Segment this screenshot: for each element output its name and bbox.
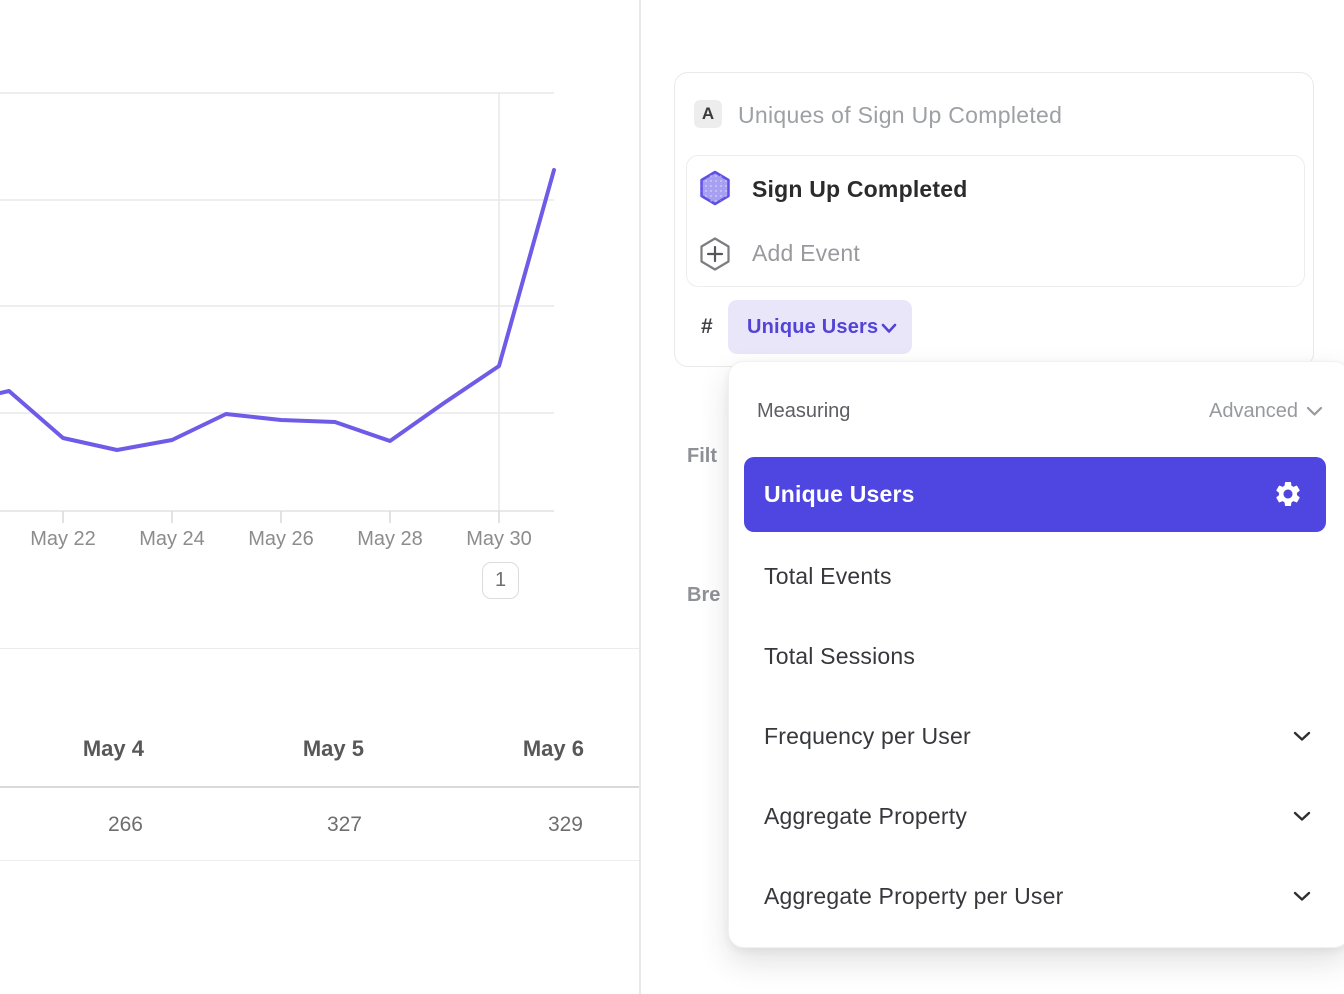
filter-section-label-clipped: Filt (687, 445, 717, 467)
add-event-button[interactable]: Add Event (687, 225, 1303, 283)
event-name: Sign Up Completed (752, 176, 968, 202)
chevron-down-icon (1293, 731, 1311, 741)
table-cell-may4: 266 (107, 813, 143, 836)
metric-selector-label: Unique Users (747, 316, 879, 338)
menu-item-aggregate-property[interactable]: Aggregate Property (764, 803, 968, 829)
chevron-down-icon (881, 323, 897, 333)
panel-divider (639, 0, 641, 994)
table-cell-may6: 329 (547, 813, 583, 836)
query-summary: Uniques of Sign Up Completed (738, 102, 1063, 128)
event-hexagon-icon (700, 170, 730, 206)
breakdown-section-label-clipped: Bre (687, 584, 721, 606)
table-header-may5: May 5 (302, 736, 364, 761)
menu-item-total-sessions[interactable]: Total Sessions (764, 643, 916, 669)
table-cell-may5: 327 (326, 813, 362, 836)
series-line-sign-up-completed (0, 168, 556, 452)
x-axis-label: May 28 (357, 528, 423, 550)
table-header-divider (0, 786, 639, 788)
x-axis-label: May 24 (139, 528, 205, 550)
pagination-badge[interactable]: 1 (482, 562, 519, 599)
table-top-divider (0, 648, 639, 649)
measuring-title: Measuring (757, 400, 851, 422)
menu-item-total-events[interactable]: Total Events (764, 563, 892, 589)
x-axis-label: May 26 (248, 528, 314, 550)
menu-item-frequency-per-user[interactable]: Frequency per User (764, 723, 971, 749)
measuring-mode-selector[interactable]: Advanced (1209, 400, 1298, 422)
gear-icon[interactable] (1273, 479, 1303, 509)
add-event-hexagon-plus-icon (700, 237, 730, 271)
selected-item-label: Unique Users (764, 481, 915, 507)
menu-item-unique-users-selected[interactable]: Unique Users (744, 457, 1326, 532)
metric-selector-button[interactable]: Unique Users (728, 300, 912, 354)
menu-item-aggregate-property-per-user[interactable]: Aggregate Property per User (764, 883, 1064, 909)
chevron-down-icon (1293, 811, 1311, 821)
add-event-label: Add Event (752, 240, 860, 266)
event-card (686, 155, 1305, 287)
event-row-sign-up-completed[interactable]: Sign Up Completed (687, 158, 1303, 220)
table-header-may4: May 4 (82, 736, 144, 761)
chevron-down-icon (1293, 891, 1311, 901)
chevron-down-icon (1306, 406, 1323, 416)
metric-hash-symbol: # (701, 315, 713, 338)
x-axis-label: May 22 (30, 528, 96, 550)
table-header-may6: May 6 (522, 736, 584, 761)
table-bottom-divider (0, 860, 639, 861)
x-axis-label: May 30 (466, 528, 532, 550)
series-letter-badge: A (694, 100, 722, 128)
line-chart: May 22 May 24 May 26 May 28 May 30 (0, 92, 556, 550)
